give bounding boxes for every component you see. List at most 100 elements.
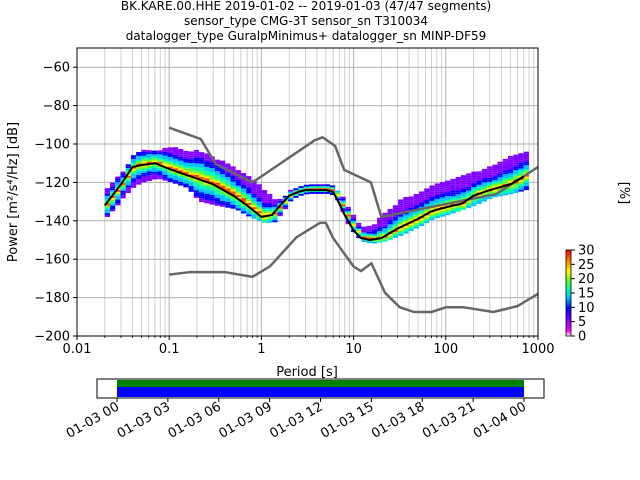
pdf-cell	[424, 201, 430, 204]
pdf-cell	[214, 175, 220, 177]
pdf-cell	[199, 167, 205, 170]
pdf-cell	[445, 180, 451, 183]
noise-models	[103, 126, 538, 314]
pdf-cell	[523, 188, 529, 191]
pdf-cell	[288, 199, 294, 202]
pdf-cell	[408, 227, 414, 230]
pdf-cell	[256, 211, 262, 214]
pdf-cell	[382, 226, 388, 229]
pdf-cell	[439, 187, 446, 190]
pdf-cell	[466, 188, 472, 191]
pdf-cell	[445, 207, 451, 210]
pdf-cell	[251, 184, 257, 187]
pdf-cell	[460, 178, 467, 181]
pdf-cell	[487, 187, 493, 190]
x-axis: 0.01 0.1 1 10 100 1000	[63, 336, 555, 357]
pdf-cell	[204, 191, 210, 194]
pdf-cell	[178, 177, 184, 180]
pdf-cell	[476, 198, 482, 201]
pdf-cell	[167, 164, 173, 167]
pdf-cell	[157, 152, 163, 155]
pdf-cell	[167, 158, 173, 161]
y-tick-label: −60	[43, 61, 70, 76]
pdf-cell	[151, 164, 158, 166]
pdf-cell	[439, 191, 446, 194]
pdf-cell	[230, 199, 236, 201]
pdf-cell	[518, 189, 524, 192]
pdf-cell	[193, 182, 200, 185]
pdf-cell	[523, 165, 529, 168]
pdf-cell	[371, 228, 378, 231]
pdf-cell	[398, 224, 404, 227]
pdf-cell	[497, 192, 503, 195]
pdf-cell	[136, 175, 142, 177]
pdf-cell	[418, 197, 425, 200]
pdf-cell	[329, 189, 336, 192]
pdf-cell	[183, 172, 189, 174]
pdf-cell	[329, 185, 336, 188]
pdf-cell	[230, 176, 236, 178]
pdf-cell	[434, 202, 440, 205]
pdf-cell	[256, 216, 262, 219]
pdf-cell	[439, 201, 446, 204]
pdf-cell	[188, 186, 194, 188]
pdf-cell	[476, 188, 482, 191]
pdf-cell	[272, 199, 278, 202]
pdf-cell	[439, 199, 446, 202]
pdf-cell	[141, 165, 147, 168]
pdf-cell	[256, 193, 262, 196]
pdf-cell	[418, 218, 425, 221]
pdf-cell	[398, 228, 404, 231]
pdf-cell	[466, 196, 472, 199]
pdf-cell	[209, 185, 215, 188]
pdf-cell	[225, 165, 231, 168]
pdf-cell	[146, 150, 152, 153]
pdf-cell	[125, 187, 131, 190]
pdf-cell	[439, 193, 446, 196]
pdf-cell	[104, 188, 110, 191]
pdf-cell	[398, 209, 404, 211]
pdf-cell	[141, 178, 147, 181]
pdf-cell	[418, 220, 425, 223]
pdf-cell	[146, 173, 152, 176]
pdf-cell	[523, 167, 529, 169]
pdf-cell	[377, 219, 383, 222]
pdf-cell	[204, 170, 210, 173]
pdf-cell	[392, 218, 399, 221]
pdf-cell	[481, 172, 488, 175]
pdf-cell	[125, 166, 131, 169]
pdf-cell	[476, 194, 482, 197]
pdf-cell	[434, 198, 440, 201]
pdf-cell	[130, 164, 137, 167]
pdf-cell	[251, 187, 257, 190]
pdf-cell	[439, 208, 446, 211]
pdf-cell	[434, 183, 440, 186]
pdf-cell	[188, 153, 194, 156]
pdf-cell	[429, 218, 435, 221]
pdf-cell	[392, 232, 399, 235]
pdf-cell	[115, 182, 121, 185]
pdf-cell	[188, 164, 194, 167]
pdf-cell	[429, 185, 435, 188]
pdf-cell	[455, 194, 461, 197]
pdf-cell	[246, 191, 252, 194]
pdf-cell	[183, 183, 189, 186]
pdf-cell	[492, 170, 498, 173]
pdf-cell	[497, 163, 503, 166]
pdf-cell	[523, 170, 529, 173]
pdf-cell	[471, 171, 477, 174]
pdf-cell	[487, 177, 493, 180]
pdf-cell	[240, 211, 247, 214]
pdf-cell	[214, 203, 220, 206]
pdf-cell	[219, 174, 226, 176]
pdf-cell	[387, 228, 393, 231]
pdf-cell	[335, 194, 341, 197]
pdf-cell	[361, 230, 367, 233]
pdf-cell	[298, 193, 304, 196]
pdf-cell	[429, 200, 435, 203]
pdf-cell	[518, 162, 524, 165]
pdf-cell	[235, 191, 241, 194]
pdf-cell	[146, 167, 152, 170]
pdf-cell	[508, 180, 514, 183]
pdf-cell	[450, 182, 456, 185]
